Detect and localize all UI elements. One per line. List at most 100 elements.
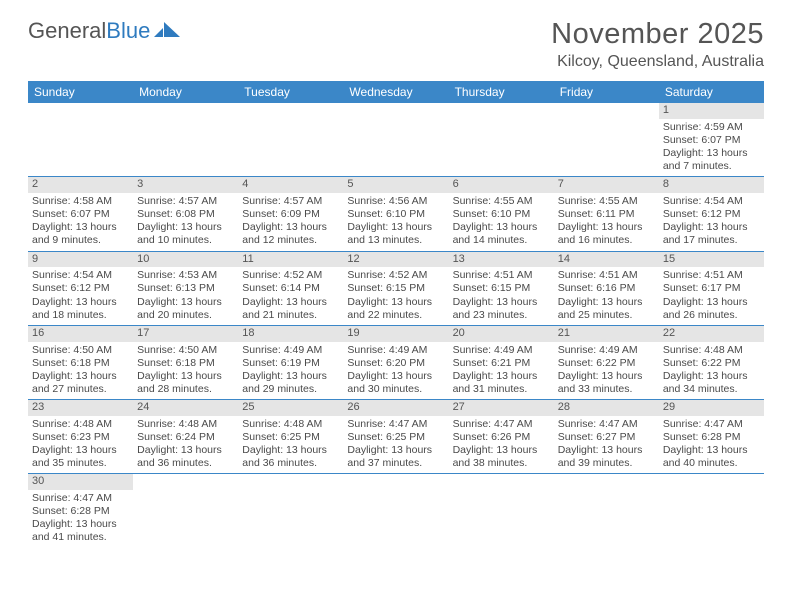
day-cell: 21Sunrise: 4:49 AMSunset: 6:22 PMDayligh… xyxy=(554,326,659,399)
sunrise-text: Sunrise: 4:55 AM xyxy=(453,195,550,208)
day-number: 11 xyxy=(238,252,343,268)
sunrise-text: Sunrise: 4:55 AM xyxy=(558,195,655,208)
day-cell: 17Sunrise: 4:50 AMSunset: 6:18 PMDayligh… xyxy=(133,326,238,399)
sunrise-text: Sunrise: 4:47 AM xyxy=(32,492,129,505)
location: Kilcoy, Queensland, Australia xyxy=(551,53,764,71)
sunrise-text: Sunrise: 4:51 AM xyxy=(663,269,760,282)
sunrise-text: Sunrise: 4:49 AM xyxy=(347,344,444,357)
sunrise-text: Sunrise: 4:47 AM xyxy=(558,418,655,431)
logo-text-2: Blue xyxy=(106,18,150,44)
dl2-text: and 22 minutes. xyxy=(347,309,444,322)
dl2-text: and 18 minutes. xyxy=(32,309,129,322)
sunrise-text: Sunrise: 4:49 AM xyxy=(558,344,655,357)
dl2-text: and 7 minutes. xyxy=(663,160,760,173)
day-cell xyxy=(238,103,343,176)
dl2-text: and 39 minutes. xyxy=(558,457,655,470)
day-number: 3 xyxy=(133,177,238,193)
day-number: 4 xyxy=(238,177,343,193)
dl2-text: and 36 minutes. xyxy=(137,457,234,470)
day-number: 15 xyxy=(659,252,764,268)
day-cell: 29Sunrise: 4:47 AMSunset: 6:28 PMDayligh… xyxy=(659,400,764,473)
dl1-text: Daylight: 13 hours xyxy=(453,444,550,457)
dl2-text: and 33 minutes. xyxy=(558,383,655,396)
dl1-text: Daylight: 13 hours xyxy=(137,444,234,457)
sunset-text: Sunset: 6:18 PM xyxy=(32,357,129,370)
sunrise-text: Sunrise: 4:48 AM xyxy=(242,418,339,431)
sunset-text: Sunset: 6:10 PM xyxy=(347,208,444,221)
day-number: 20 xyxy=(449,326,554,342)
sunset-text: Sunset: 6:12 PM xyxy=(32,282,129,295)
day-header-cell: Thursday xyxy=(449,81,554,103)
day-cell: 2Sunrise: 4:58 AMSunset: 6:07 PMDaylight… xyxy=(28,177,133,250)
day-number: 27 xyxy=(449,400,554,416)
day-cell: 8Sunrise: 4:54 AMSunset: 6:12 PMDaylight… xyxy=(659,177,764,250)
dl2-text: and 35 minutes. xyxy=(32,457,129,470)
dl2-text: and 36 minutes. xyxy=(242,457,339,470)
day-header-cell: Monday xyxy=(133,81,238,103)
day-cell: 28Sunrise: 4:47 AMSunset: 6:27 PMDayligh… xyxy=(554,400,659,473)
week-row: 16Sunrise: 4:50 AMSunset: 6:18 PMDayligh… xyxy=(28,326,764,400)
sunset-text: Sunset: 6:13 PM xyxy=(137,282,234,295)
dl1-text: Daylight: 13 hours xyxy=(453,221,550,234)
day-cell xyxy=(28,103,133,176)
dl1-text: Daylight: 13 hours xyxy=(137,296,234,309)
dl1-text: Daylight: 13 hours xyxy=(453,296,550,309)
day-number: 6 xyxy=(449,177,554,193)
day-cell xyxy=(343,474,448,547)
dl1-text: Daylight: 13 hours xyxy=(32,296,129,309)
title-block: November 2025 Kilcoy, Queensland, Austra… xyxy=(551,18,764,71)
day-cell xyxy=(659,474,764,547)
sunset-text: Sunset: 6:15 PM xyxy=(347,282,444,295)
day-cell: 26Sunrise: 4:47 AMSunset: 6:25 PMDayligh… xyxy=(343,400,448,473)
sunrise-text: Sunrise: 4:54 AM xyxy=(32,269,129,282)
sunrise-text: Sunrise: 4:52 AM xyxy=(242,269,339,282)
day-header-row: SundayMondayTuesdayWednesdayThursdayFrid… xyxy=(28,81,764,103)
day-number: 14 xyxy=(554,252,659,268)
sunset-text: Sunset: 6:07 PM xyxy=(663,134,760,147)
sunrise-text: Sunrise: 4:57 AM xyxy=(137,195,234,208)
dl2-text: and 27 minutes. xyxy=(32,383,129,396)
dl1-text: Daylight: 13 hours xyxy=(137,370,234,383)
week-row: 23Sunrise: 4:48 AMSunset: 6:23 PMDayligh… xyxy=(28,400,764,474)
sunrise-text: Sunrise: 4:50 AM xyxy=(32,344,129,357)
day-number: 23 xyxy=(28,400,133,416)
day-cell: 1Sunrise: 4:59 AMSunset: 6:07 PMDaylight… xyxy=(659,103,764,176)
dl1-text: Daylight: 13 hours xyxy=(558,370,655,383)
day-number: 28 xyxy=(554,400,659,416)
day-cell: 3Sunrise: 4:57 AMSunset: 6:08 PMDaylight… xyxy=(133,177,238,250)
day-cell: 14Sunrise: 4:51 AMSunset: 6:16 PMDayligh… xyxy=(554,252,659,325)
sunset-text: Sunset: 6:26 PM xyxy=(453,431,550,444)
sunrise-text: Sunrise: 4:50 AM xyxy=(137,344,234,357)
dl2-text: and 30 minutes. xyxy=(347,383,444,396)
day-cell: 7Sunrise: 4:55 AMSunset: 6:11 PMDaylight… xyxy=(554,177,659,250)
dl2-text: and 28 minutes. xyxy=(137,383,234,396)
header: GeneralBlue November 2025 Kilcoy, Queens… xyxy=(0,0,792,75)
day-number: 26 xyxy=(343,400,448,416)
dl1-text: Daylight: 13 hours xyxy=(663,147,760,160)
dl2-text: and 23 minutes. xyxy=(453,309,550,322)
sunset-text: Sunset: 6:16 PM xyxy=(558,282,655,295)
sunset-text: Sunset: 6:15 PM xyxy=(453,282,550,295)
dl1-text: Daylight: 13 hours xyxy=(32,370,129,383)
day-cell xyxy=(238,474,343,547)
day-number: 13 xyxy=(449,252,554,268)
dl1-text: Daylight: 13 hours xyxy=(242,370,339,383)
dl1-text: Daylight: 13 hours xyxy=(663,221,760,234)
sunrise-text: Sunrise: 4:53 AM xyxy=(137,269,234,282)
day-cell xyxy=(554,103,659,176)
sunset-text: Sunset: 6:23 PM xyxy=(32,431,129,444)
dl2-text: and 31 minutes. xyxy=(453,383,550,396)
day-cell: 11Sunrise: 4:52 AMSunset: 6:14 PMDayligh… xyxy=(238,252,343,325)
sunset-text: Sunset: 6:11 PM xyxy=(558,208,655,221)
day-number: 17 xyxy=(133,326,238,342)
day-number: 30 xyxy=(28,474,133,490)
dl1-text: Daylight: 13 hours xyxy=(558,296,655,309)
sunrise-text: Sunrise: 4:48 AM xyxy=(32,418,129,431)
day-cell: 18Sunrise: 4:49 AMSunset: 6:19 PMDayligh… xyxy=(238,326,343,399)
day-number: 19 xyxy=(343,326,448,342)
dl2-text: and 9 minutes. xyxy=(32,234,129,247)
sunset-text: Sunset: 6:21 PM xyxy=(453,357,550,370)
day-number: 10 xyxy=(133,252,238,268)
dl2-text: and 26 minutes. xyxy=(663,309,760,322)
sunrise-text: Sunrise: 4:49 AM xyxy=(242,344,339,357)
